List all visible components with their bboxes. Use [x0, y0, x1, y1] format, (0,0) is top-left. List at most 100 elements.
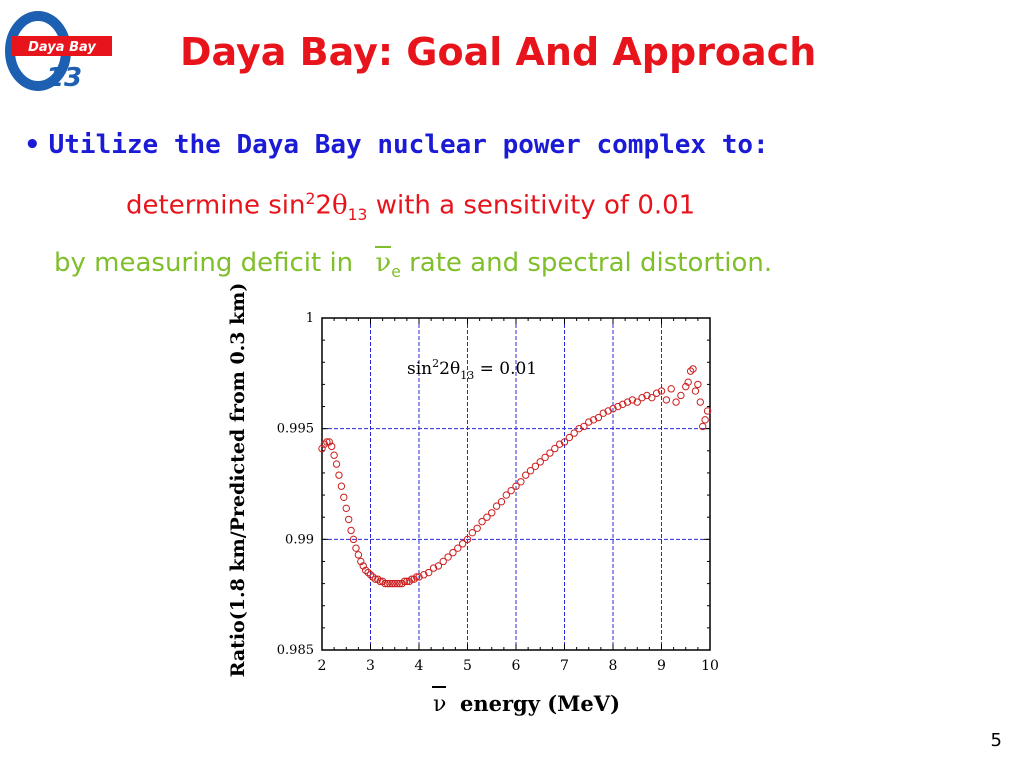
data-point — [400, 577, 409, 586]
data-point — [643, 391, 651, 400]
data-point — [383, 579, 392, 588]
data-point — [517, 478, 525, 486]
data-point — [677, 391, 685, 400]
slide-number: 5 — [990, 730, 1002, 751]
x-tick-label: 8 — [609, 658, 618, 674]
data-point — [444, 553, 452, 561]
data-point — [575, 424, 583, 433]
data-point — [657, 387, 666, 395]
annotation-sub: 13 — [460, 369, 474, 382]
data-point — [371, 575, 380, 583]
x-tick-label: 10 — [701, 658, 719, 674]
data-point — [662, 396, 671, 404]
logo-text: Daya Bay — [28, 40, 96, 55]
data-point — [546, 449, 554, 457]
data-point — [703, 407, 712, 415]
x-axis-label: energy (MeV) — [460, 691, 620, 716]
goal-sub: 13 — [347, 205, 368, 224]
x-tick-label: 6 — [512, 658, 521, 674]
data-point — [672, 398, 680, 406]
data-point — [682, 382, 690, 391]
goal-two: 2 — [315, 190, 332, 221]
data-point — [325, 438, 333, 446]
data-point — [330, 451, 338, 459]
data-point — [684, 378, 692, 386]
logo-subscript: 13 — [46, 63, 82, 92]
y-tick-label: 0.995 — [277, 422, 314, 437]
data-point — [398, 579, 406, 588]
chart-ticks: 2 3 4 5 6 7 8 9 10 0.985 0.99 0.995 1 — [277, 311, 719, 674]
data-point — [541, 453, 549, 462]
annotation-two: 2 — [439, 359, 450, 379]
data-point — [357, 557, 365, 566]
method-line: by measuring deficit in νe rate and spec… — [54, 246, 772, 281]
data-point — [652, 389, 661, 397]
data-point — [594, 413, 603, 422]
data-point — [560, 438, 569, 446]
data-point — [570, 429, 578, 437]
data-point — [342, 504, 350, 513]
data-point — [349, 535, 358, 544]
bullet-text: Utilize the Daya Bay nuclear power compl… — [48, 130, 769, 160]
data-point — [434, 562, 443, 570]
annotation-sup: 2 — [432, 357, 439, 370]
data-point — [686, 367, 695, 375]
data-point — [492, 502, 501, 510]
data-point — [364, 568, 372, 577]
data-point — [604, 407, 612, 415]
data-point — [354, 551, 363, 559]
data-point — [320, 440, 329, 448]
data-point — [318, 444, 326, 453]
data-point — [468, 528, 477, 537]
data-point — [609, 405, 617, 413]
data-point — [463, 535, 472, 544]
daya-bay-logo: Daya Bay 13 — [2, 6, 114, 93]
data-point — [439, 557, 447, 566]
data-point — [633, 398, 641, 406]
logo-banner — [12, 36, 112, 56]
data-point — [565, 433, 574, 442]
data-point — [497, 498, 506, 506]
x-tick-label: 2 — [318, 658, 327, 674]
data-point — [589, 416, 598, 424]
x-tick-label: 4 — [415, 658, 424, 674]
method-suffix: rate and spectral distortion. — [400, 248, 773, 278]
data-point — [507, 486, 515, 495]
data-point — [473, 524, 481, 532]
data-point — [689, 365, 697, 373]
method-nu-sub: e — [391, 263, 401, 282]
annotation-prefix: sin — [407, 359, 432, 379]
data-point — [374, 575, 382, 583]
data-point — [580, 422, 588, 431]
data-point — [347, 526, 355, 535]
data-point — [458, 540, 467, 548]
data-point — [623, 398, 632, 406]
chart-annotation: sin22θ13 = 0.01 — [407, 357, 537, 382]
data-point — [551, 444, 559, 453]
data-point — [361, 566, 370, 575]
data-point — [337, 482, 346, 490]
x-axis-nu-symbol: ν — [433, 692, 446, 717]
data-point — [332, 460, 341, 468]
bullet-dot-icon: • — [24, 130, 41, 160]
data-point — [449, 548, 457, 557]
chart-points — [318, 365, 712, 588]
goal-prefix: determine sin — [126, 190, 306, 221]
data-point — [429, 564, 438, 572]
data-point — [638, 393, 646, 402]
data-point — [366, 571, 375, 579]
data-point — [412, 573, 421, 581]
annotation-theta: θ — [450, 359, 460, 379]
data-point — [628, 396, 637, 404]
data-point — [408, 575, 416, 583]
y-tick-label: 1 — [306, 311, 314, 326]
data-point — [328, 442, 336, 451]
data-point — [388, 579, 397, 588]
data-point — [555, 440, 564, 448]
data-point — [701, 416, 709, 424]
data-point — [502, 491, 510, 499]
data-point — [691, 387, 700, 395]
data-point — [478, 517, 486, 526]
data-point — [376, 577, 384, 586]
